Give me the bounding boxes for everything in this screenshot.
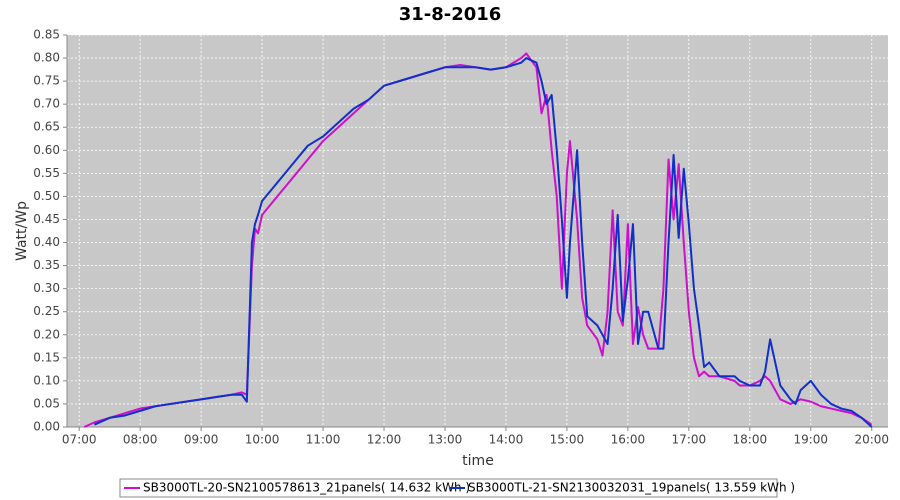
series-line (94, 57, 873, 428)
x-tick-label: 14:00 (489, 433, 524, 447)
y-tick-label: 0.15 (33, 350, 60, 364)
y-tick-label: 0.20 (33, 327, 60, 341)
y-tick-label: 0.00 (33, 420, 60, 434)
x-tick-label: 19:00 (793, 433, 828, 447)
y-tick-label: 0.40 (33, 235, 60, 249)
x-tick-label: 17:00 (672, 433, 707, 447)
x-tick-label: 20:00 (854, 433, 889, 447)
y-tick-label: 0.05 (33, 396, 60, 410)
x-tick-label: 11:00 (306, 433, 341, 447)
x-tick-label: 10:00 (245, 433, 280, 447)
y-tick-label: 0.30 (33, 281, 60, 295)
y-tick-label: 0.85 (33, 28, 60, 42)
x-tick-label: 13:00 (428, 433, 463, 447)
legend-label: SB3000TL-21-SN2130032031_19panels( 13.55… (468, 481, 795, 495)
plot-area (67, 35, 888, 427)
y-tick-label: 0.50 (33, 189, 60, 203)
x-tick-label: 12:00 (367, 433, 402, 447)
x-tick-label: 07:00 (62, 433, 97, 447)
y-tick-label: 0.60 (33, 143, 60, 157)
y-axis-label: Watt/Wp (14, 201, 30, 261)
x-tick-label: 09:00 (184, 433, 219, 447)
y-tick-label: 0.70 (33, 97, 60, 111)
y-tick-label: 0.75 (33, 74, 60, 88)
y-tick-label: 0.80 (33, 51, 60, 65)
x-tick-label: 18:00 (733, 433, 768, 447)
legend-label: SB3000TL-20-SN2100578613_21panels( 14.63… (143, 481, 470, 495)
x-tick-label: 16:00 (611, 433, 646, 447)
x-axis-label: time (462, 453, 494, 469)
chart-title: 31-8-2016 (399, 4, 502, 25)
y-tick-label: 0.45 (33, 212, 60, 226)
y-tick-label: 0.65 (33, 120, 60, 134)
y-tick-label: 0.55 (33, 166, 60, 180)
x-tick-label: 08:00 (123, 433, 158, 447)
y-tick-label: 0.10 (33, 373, 60, 387)
y-tick-label: 0.35 (33, 258, 60, 272)
y-tick-label: 0.25 (33, 304, 60, 318)
legend-box (119, 478, 778, 498)
x-tick-label: 15:00 (550, 433, 585, 447)
